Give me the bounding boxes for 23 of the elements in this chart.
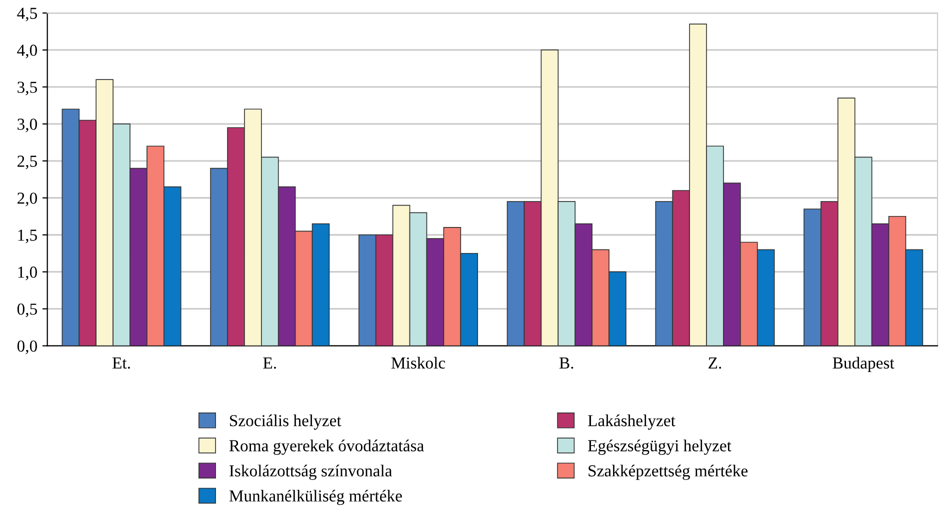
- legend-label: Iskolázottság színvonala: [229, 464, 392, 480]
- legend-label: Munkanélküliség mértéke: [229, 490, 402, 505]
- legend-label: Egészségügyi helyzet: [588, 440, 732, 455]
- x-tick-label: Et.: [112, 358, 130, 369]
- y-tick-label: 4,5: [17, 8, 37, 22]
- y-tick-label: 0,5: [17, 304, 37, 318]
- legend-label: Lakáshelyzet: [588, 414, 676, 430]
- x-tick-label: Budapest: [832, 356, 894, 372]
- x-tick-label: Z.: [708, 358, 722, 369]
- y-tick-label: 4,0: [17, 44, 37, 58]
- x-tick-label: E.: [263, 358, 276, 369]
- y-tick-label: 0,0: [17, 340, 37, 354]
- x-tick-label: Miskolc: [391, 356, 446, 369]
- y-tick-label: 3,5: [18, 82, 37, 96]
- legend-label: Roma gyerekek óvodáztatása: [229, 440, 424, 455]
- legend-label: Szociális helyzet: [230, 414, 342, 430]
- y-tick-label: 3,0: [18, 118, 37, 132]
- y-tick-label: 2,5: [18, 156, 37, 170]
- y-tick-label: 2,0: [18, 192, 37, 206]
- y-tick-label: 1,5: [18, 230, 37, 244]
- legend-label: Szakképzettség mértéke: [588, 464, 748, 480]
- y-tick-label: 1,0: [18, 266, 37, 280]
- x-tick-label: B.: [559, 358, 574, 369]
